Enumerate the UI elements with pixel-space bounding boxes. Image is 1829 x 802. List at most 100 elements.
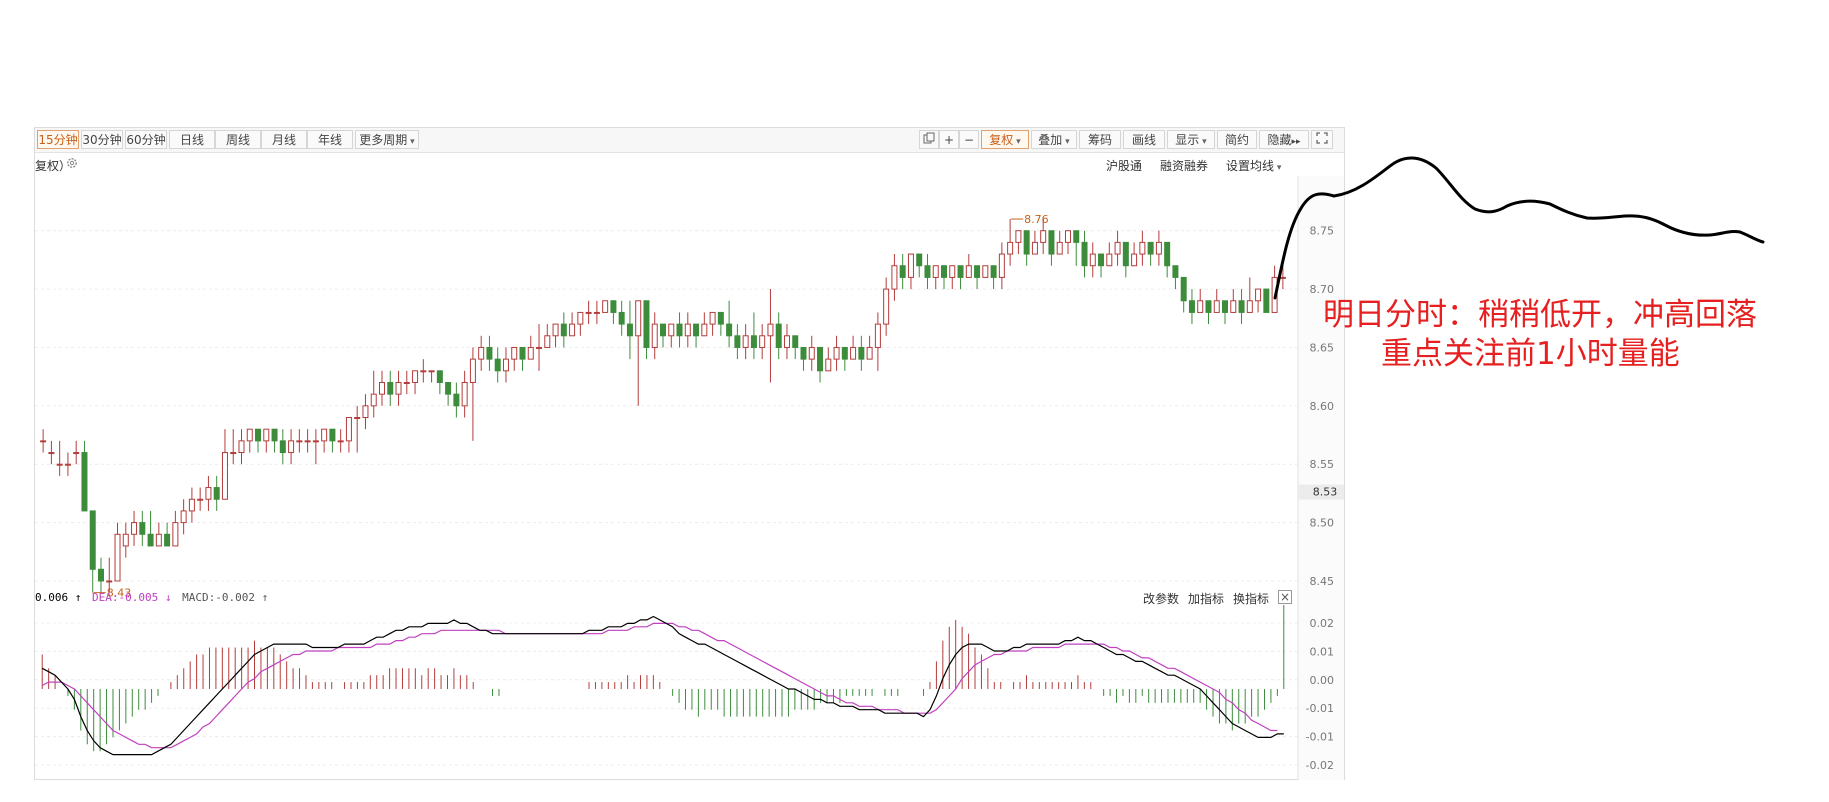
candle bbox=[660, 323, 666, 348]
candle bbox=[122, 522, 129, 558]
period-year[interactable]: 年线 bbox=[307, 130, 353, 149]
candle bbox=[172, 510, 179, 547]
candle bbox=[412, 370, 419, 395]
candle bbox=[899, 254, 906, 290]
macd-value-label: MACD:-0.002 bbox=[182, 591, 255, 604]
candle bbox=[445, 381, 452, 406]
candle bbox=[164, 522, 171, 547]
period-15min[interactable]: 15分钟 bbox=[37, 130, 79, 149]
candle bbox=[97, 557, 104, 593]
period-more-dropdown[interactable]: 更多周期 bbox=[355, 130, 419, 149]
candle bbox=[883, 277, 890, 336]
price-tick-label: 8.50 bbox=[1310, 517, 1335, 530]
candle bbox=[800, 346, 807, 371]
period-week[interactable]: 周线 bbox=[215, 130, 261, 149]
candle bbox=[1131, 242, 1138, 267]
period-60min[interactable]: 60分钟 bbox=[125, 130, 167, 149]
candle bbox=[907, 253, 914, 290]
candle bbox=[1197, 289, 1204, 313]
macd-tick-label: -0.01 bbox=[1306, 731, 1334, 744]
candle bbox=[684, 312, 691, 348]
dif-label: 0.006 bbox=[35, 591, 69, 604]
candle bbox=[701, 312, 708, 337]
period-month[interactable]: 月线 bbox=[261, 130, 307, 149]
macd-axis-bg bbox=[1298, 605, 1344, 780]
dea-line bbox=[41, 622, 1278, 749]
macd-arrow-icon: ↑ bbox=[261, 591, 269, 604]
annotation-line-1: 明日分时：稍稍低开，冲高回落 bbox=[1323, 297, 1757, 333]
candle bbox=[841, 346, 848, 371]
candle bbox=[494, 347, 501, 383]
ma-settings-dropdown[interactable]: 设置均线 bbox=[1226, 157, 1281, 174]
hide-label: 隐藏 bbox=[1267, 133, 1292, 147]
candle bbox=[180, 499, 187, 535]
candle bbox=[635, 300, 642, 406]
plus-icon[interactable]: + bbox=[939, 130, 959, 149]
candle bbox=[288, 429, 295, 465]
overlay-dropdown[interactable]: 叠加 bbox=[1031, 130, 1077, 149]
price-tick-label: 8.65 bbox=[1310, 341, 1335, 354]
period-30min[interactable]: 30分钟 bbox=[81, 130, 123, 149]
candle bbox=[73, 440, 80, 465]
display-dropdown[interactable]: 显示 bbox=[1167, 130, 1215, 149]
candle bbox=[197, 487, 204, 511]
price-tick-label: 8.75 bbox=[1310, 225, 1335, 238]
candle bbox=[643, 300, 650, 360]
macd-tick-label: 0.00 bbox=[1310, 674, 1335, 687]
candle bbox=[279, 429, 286, 465]
candle bbox=[139, 510, 146, 546]
candle bbox=[833, 335, 840, 371]
hide-button[interactable]: 隐藏▸▸ bbox=[1259, 130, 1309, 149]
candle bbox=[825, 347, 832, 372]
fullscreen-icon[interactable] bbox=[1311, 130, 1333, 149]
macd-tick-label: -0.02 bbox=[1306, 759, 1334, 772]
period-day[interactable]: 日线 bbox=[169, 130, 215, 149]
candle bbox=[527, 335, 534, 360]
candle bbox=[552, 323, 559, 348]
candle bbox=[1172, 265, 1179, 290]
candle bbox=[1230, 289, 1237, 313]
candle bbox=[593, 300, 600, 325]
candle bbox=[48, 440, 55, 465]
min-price-label: 8.43 bbox=[107, 587, 132, 600]
candle bbox=[602, 300, 609, 313]
macd-tick-label: 0.01 bbox=[1310, 645, 1335, 658]
candle bbox=[362, 394, 369, 430]
candle bbox=[147, 510, 154, 547]
candle bbox=[387, 370, 394, 406]
candle bbox=[965, 254, 972, 278]
price-tick-label: 8.60 bbox=[1310, 400, 1335, 413]
macd-legend: 0.006 ↑ DEA:-0.005 ↓ MACD:-0.002 ↑ bbox=[35, 591, 268, 604]
candle bbox=[453, 382, 460, 418]
restore-rights-dropdown[interactable]: 复权 bbox=[981, 130, 1029, 149]
candlestick-chart: 8.76 8.43 8.53 8.458.508.558.608.658.708… bbox=[35, 176, 1344, 631]
candle bbox=[1255, 288, 1262, 313]
chips-button[interactable]: 筹码 bbox=[1079, 130, 1121, 149]
candle bbox=[998, 242, 1005, 290]
minus-icon[interactable]: − bbox=[959, 130, 979, 149]
add-indicator-button[interactable]: 加指标 bbox=[1188, 592, 1225, 606]
candle bbox=[1064, 230, 1071, 255]
edit-params-button[interactable]: 改参数 bbox=[1143, 592, 1180, 606]
close-indicator-button[interactable]: × bbox=[1278, 590, 1292, 604]
candle bbox=[1122, 241, 1129, 278]
candle bbox=[354, 405, 361, 453]
copy-icon[interactable] bbox=[919, 130, 939, 149]
candle bbox=[651, 312, 658, 360]
candle bbox=[1213, 289, 1220, 313]
chart-toolbar: 15分钟 30分钟 60分钟 日线 周线 月线 年线 更多周期 + − 复权 叠… bbox=[35, 128, 1344, 153]
candle bbox=[858, 335, 865, 371]
candle bbox=[866, 335, 873, 360]
simple-button[interactable]: 简约 bbox=[1217, 130, 1257, 149]
candle bbox=[949, 265, 956, 290]
candle bbox=[1164, 241, 1171, 278]
shanghai-connect-link[interactable]: 沪股通 bbox=[1106, 159, 1143, 173]
margin-trading-link[interactable]: 融资融券 bbox=[1160, 159, 1209, 173]
candle bbox=[1015, 230, 1022, 255]
draw-line-button[interactable]: 画线 bbox=[1123, 130, 1165, 149]
gear-icon[interactable] bbox=[65, 156, 79, 173]
candle bbox=[370, 370, 377, 418]
candle bbox=[626, 300, 633, 360]
candle bbox=[1048, 230, 1055, 266]
switch-indicator-button[interactable]: 换指标 bbox=[1233, 592, 1270, 606]
